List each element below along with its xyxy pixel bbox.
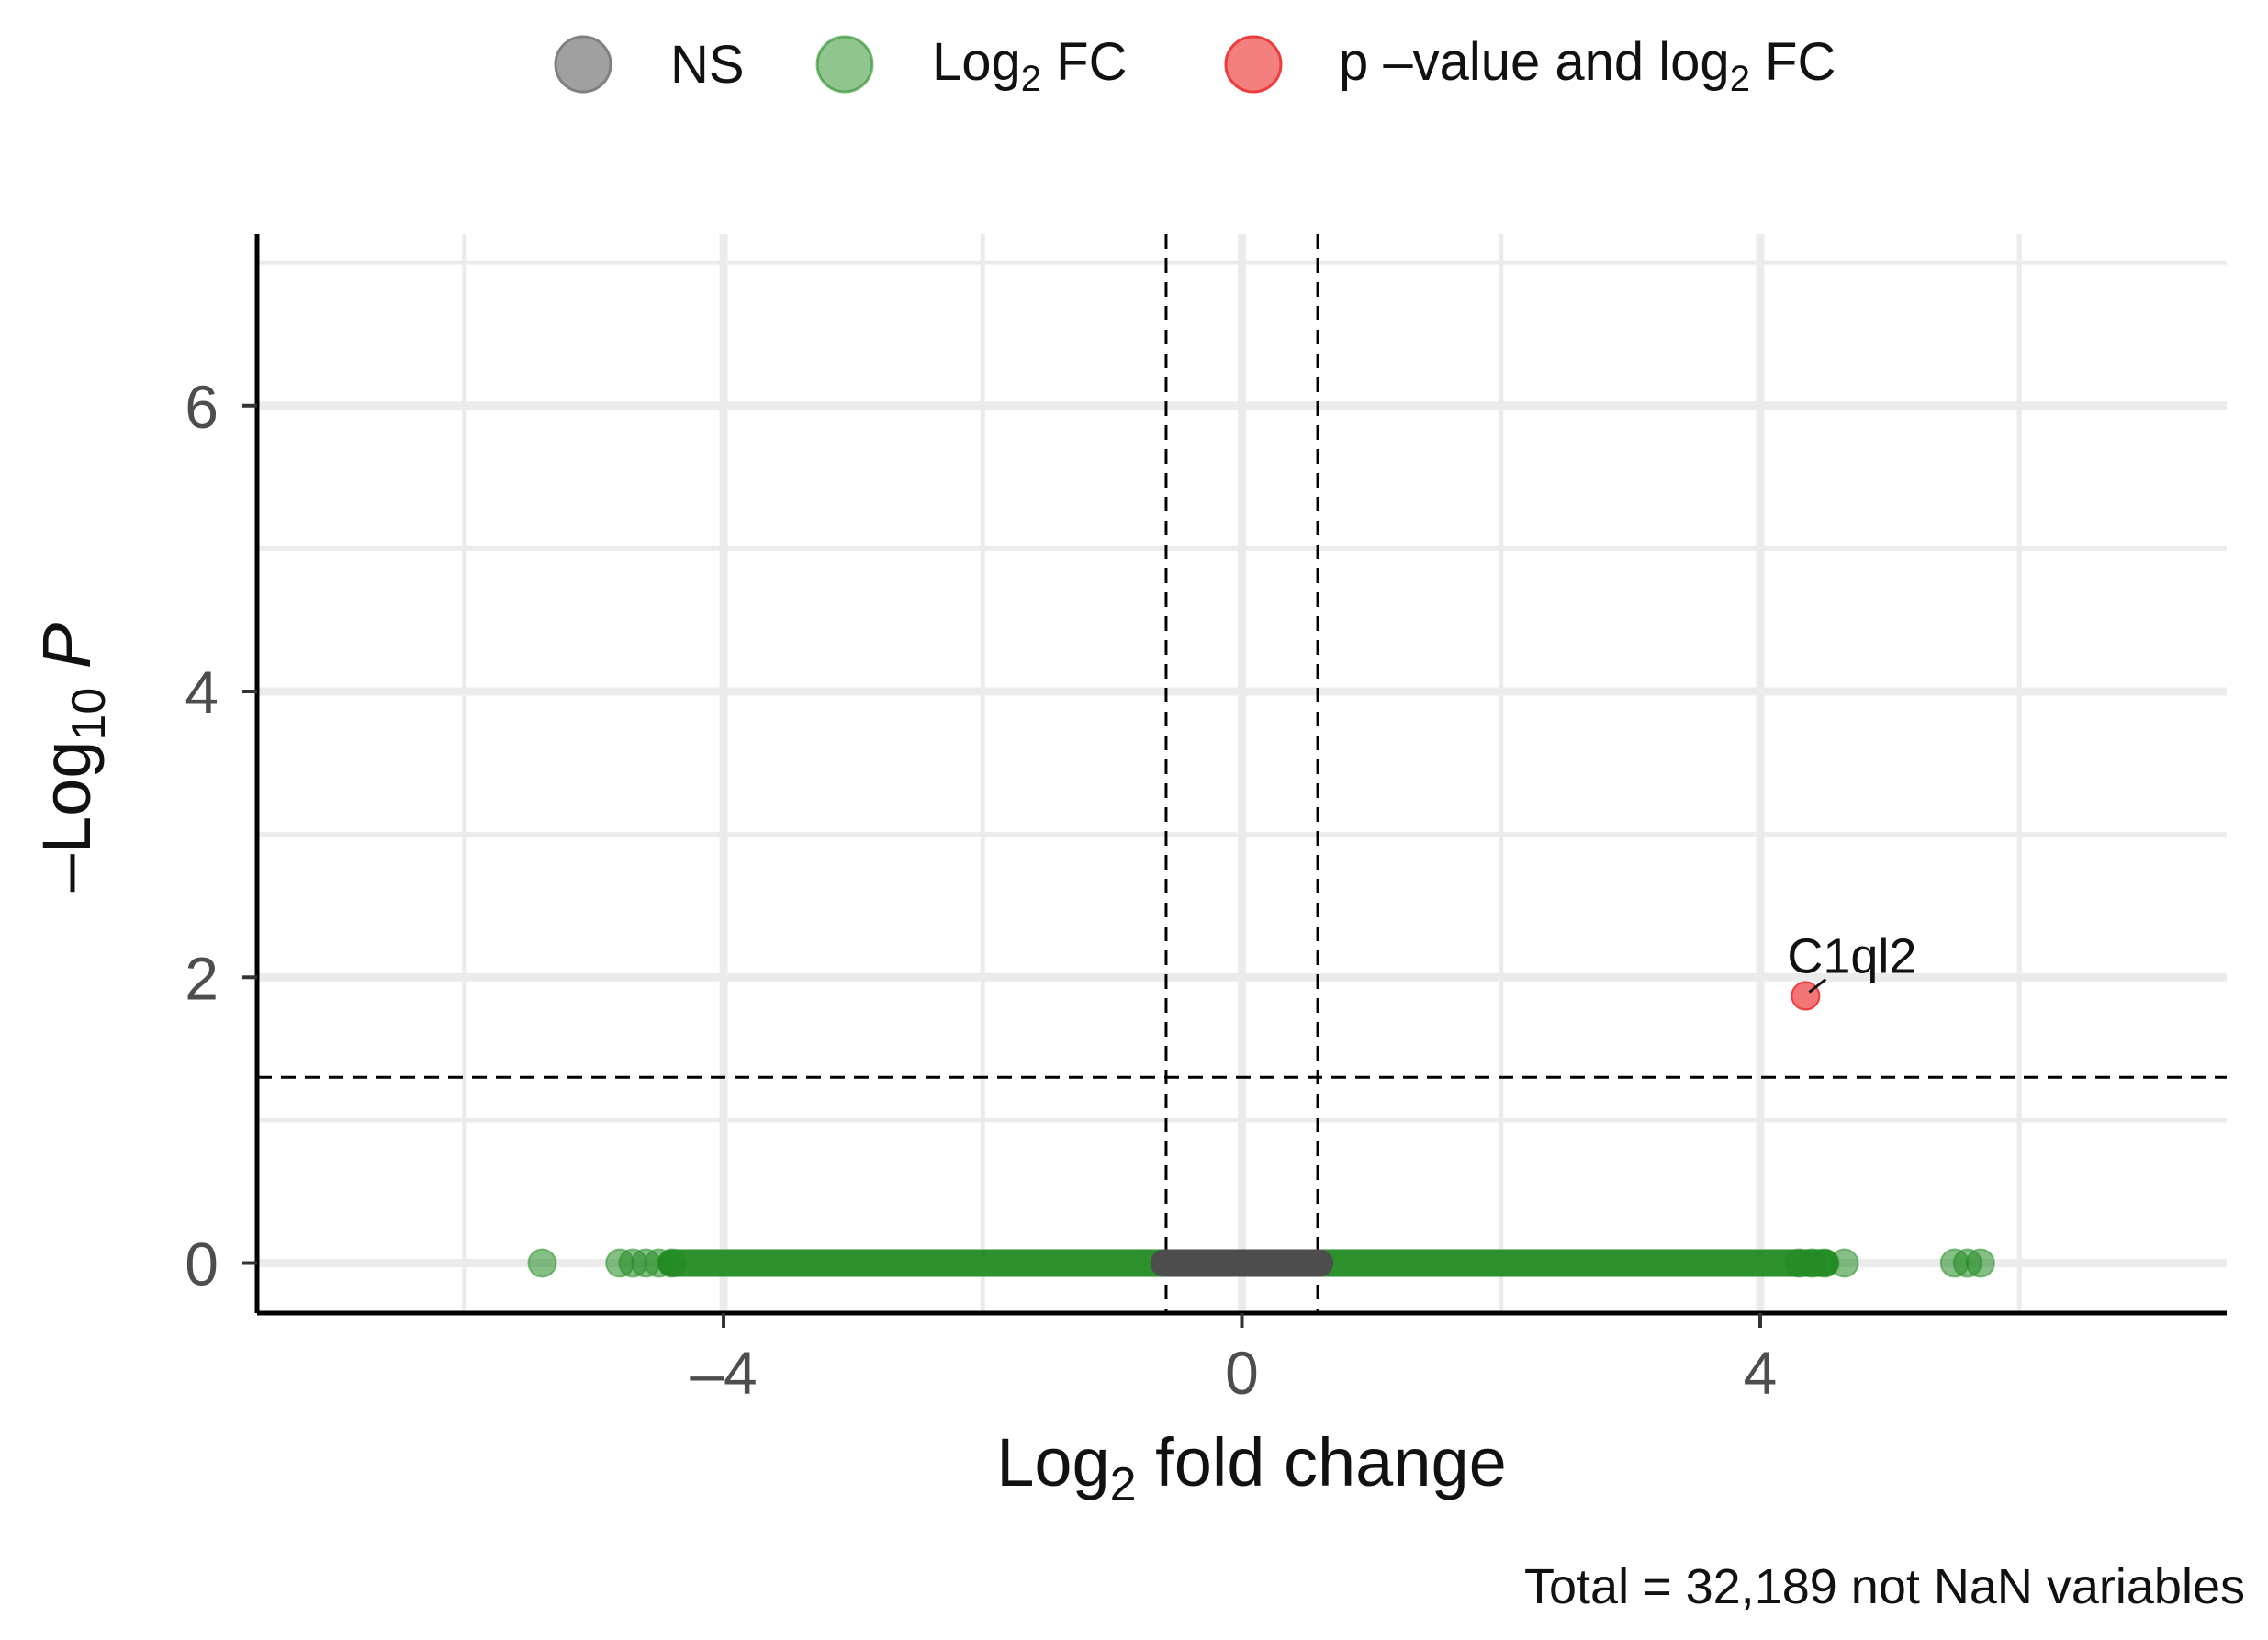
legend-ns-swatch-icon — [554, 35, 612, 94]
y-axis-title: –Log10 P — [28, 623, 116, 892]
y-tick-label: 0 — [185, 1230, 219, 1298]
legend-fc-swatch-icon — [815, 35, 874, 94]
caption: Total = 32,189 not NaN variables — [1524, 1559, 2245, 1614]
x-axis-title: Log2 fold change — [996, 1424, 1507, 1511]
point-label: C1ql2 — [1787, 929, 1916, 984]
legend: NS Log2 FC p –value and log2 FC — [554, 32, 1836, 99]
y-tick-label: 4 — [185, 658, 219, 726]
legend-item-both: p –value and log2 FC — [1224, 32, 1836, 99]
fc-point — [527, 1248, 557, 1278]
y-tick-label: 6 — [185, 373, 219, 441]
x-tick-label: –4 — [690, 1339, 757, 1407]
annotations: C1ql2 — [1787, 929, 1916, 994]
x-tick-label: 0 — [1225, 1339, 1259, 1407]
fc-point — [1965, 1248, 1995, 1278]
threshold-lines — [257, 234, 2227, 1313]
fc-point — [1829, 1248, 1859, 1278]
axes — [242, 234, 2227, 1328]
tick-labels: –4 0 4 0 2 4 6 — [185, 373, 1777, 1407]
legend-item-fc: Log2 FC — [815, 32, 1127, 99]
legend-both-label: p –value and log2 FC — [1339, 32, 1836, 99]
x-tick-label: 4 — [1744, 1339, 1778, 1407]
legend-fc-label: Log2 FC — [932, 32, 1127, 99]
data-points — [527, 981, 1995, 1278]
legend-both-swatch-icon — [1224, 35, 1283, 94]
grid — [257, 234, 2227, 1313]
point-label-connector — [1808, 978, 1827, 994]
y-tick-label: 2 — [185, 944, 219, 1012]
legend-item-ns: NS — [554, 35, 745, 95]
fc-point — [657, 1248, 687, 1278]
legend-ns-label: NS — [670, 35, 745, 95]
